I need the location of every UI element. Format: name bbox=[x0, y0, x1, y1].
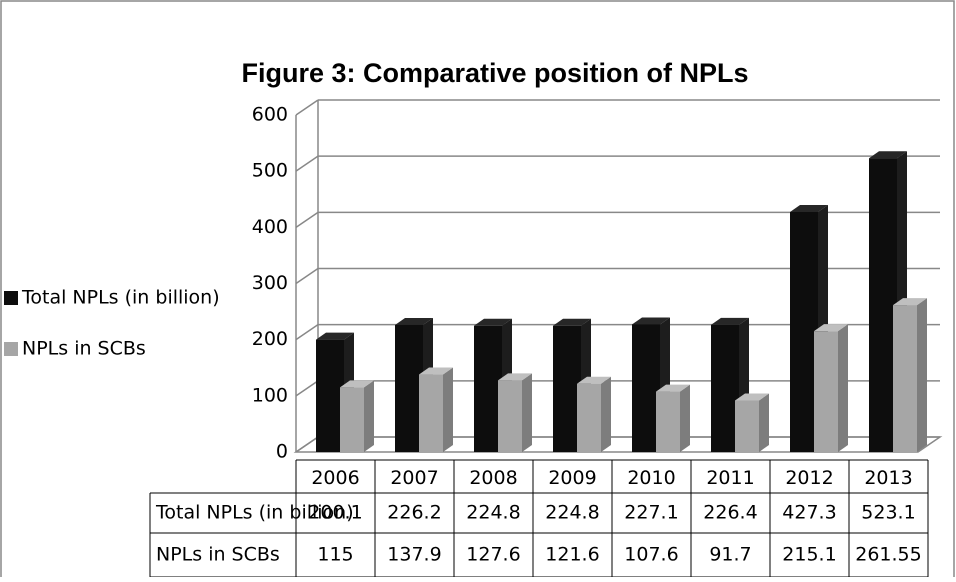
table-cell: 115 bbox=[317, 544, 353, 566]
bar-side bbox=[522, 373, 532, 452]
legend-swatch bbox=[4, 291, 18, 305]
grid-line-side bbox=[295, 211, 319, 228]
bar-top bbox=[577, 376, 611, 384]
bar-top bbox=[814, 324, 848, 332]
grid-line-side bbox=[295, 436, 319, 453]
y-tick-label: 600 bbox=[252, 104, 288, 126]
bar-side bbox=[443, 367, 453, 452]
x-tick-label: 2009 bbox=[548, 467, 596, 489]
bar-side bbox=[917, 298, 927, 452]
bar bbox=[474, 325, 502, 452]
table-cell: 215.1 bbox=[782, 544, 836, 566]
x-tick-label: 2011 bbox=[706, 467, 754, 489]
bar-top bbox=[711, 317, 749, 325]
bar bbox=[498, 380, 522, 452]
table-cell: 224.8 bbox=[466, 502, 520, 524]
bar bbox=[711, 324, 739, 452]
bar bbox=[419, 374, 443, 452]
bar bbox=[790, 211, 818, 452]
table-cell: 107.6 bbox=[624, 544, 678, 566]
bar-side bbox=[759, 393, 769, 452]
x-tick-label: 2012 bbox=[785, 467, 833, 489]
bar-top bbox=[419, 367, 453, 375]
grid-line-side bbox=[295, 267, 319, 285]
bar bbox=[340, 387, 364, 452]
x-tick-label: 2010 bbox=[627, 467, 675, 489]
grid-line-side bbox=[295, 324, 319, 341]
y-tick-label: 200 bbox=[252, 328, 288, 350]
chart-title: Figure 3: Comparative position of NPLs bbox=[241, 58, 748, 88]
table-cell: 127.6 bbox=[466, 544, 520, 566]
table-row-label: NPLs in SCBs bbox=[156, 544, 280, 566]
x-tick-label: 2006 bbox=[311, 467, 359, 489]
bar-top bbox=[316, 332, 354, 340]
grid-line-side bbox=[295, 380, 319, 397]
table-cell: 227.1 bbox=[624, 502, 678, 524]
bar-top bbox=[498, 373, 532, 381]
bar bbox=[735, 400, 759, 452]
bar bbox=[814, 331, 838, 452]
bar-top bbox=[395, 317, 433, 325]
table-row-label: Total NPLs (in billion) bbox=[155, 502, 354, 524]
table-cell: 121.6 bbox=[545, 544, 599, 566]
bar-side bbox=[364, 380, 374, 452]
x-tick-label: 2013 bbox=[864, 467, 912, 489]
y-tick-label: 500 bbox=[252, 160, 288, 182]
legend-swatch bbox=[4, 342, 18, 356]
bar-side bbox=[838, 324, 848, 452]
bar-top bbox=[340, 380, 374, 388]
y-tick-label: 300 bbox=[252, 272, 288, 294]
bar bbox=[395, 324, 423, 452]
grid-line-side bbox=[295, 99, 319, 116]
table-cell: 224.8 bbox=[545, 502, 599, 524]
bar-top bbox=[893, 298, 927, 306]
bar-top bbox=[656, 384, 690, 392]
y-tick-label: 100 bbox=[252, 384, 288, 406]
bar-top bbox=[474, 318, 512, 326]
y-tick-label: 0 bbox=[276, 441, 288, 463]
x-tick-label: 2008 bbox=[469, 467, 517, 489]
bar bbox=[553, 325, 581, 452]
bar bbox=[893, 305, 917, 452]
bar-side bbox=[601, 376, 611, 452]
bar-top bbox=[553, 318, 591, 326]
bar bbox=[316, 339, 344, 452]
y-tick-label: 400 bbox=[252, 216, 288, 238]
grid-line-side bbox=[295, 155, 319, 172]
bar bbox=[632, 324, 660, 452]
bar-side bbox=[680, 384, 690, 452]
table-cell: 137.9 bbox=[387, 544, 441, 566]
bar-top bbox=[869, 151, 907, 159]
legend-label: Total NPLs (in billion) bbox=[21, 287, 220, 309]
bar bbox=[656, 391, 680, 452]
bar bbox=[577, 383, 601, 452]
table-cell: 200.1 bbox=[308, 502, 362, 524]
table-cell: 226.2 bbox=[387, 502, 441, 524]
x-tick-label: 2007 bbox=[390, 467, 438, 489]
bar-top bbox=[632, 317, 670, 325]
table-cell: 226.4 bbox=[703, 502, 757, 524]
bar-top bbox=[735, 393, 769, 401]
bar bbox=[869, 158, 897, 452]
table-cell: 261.55 bbox=[855, 544, 921, 566]
table-cell: 91.7 bbox=[709, 544, 751, 566]
table-cell: 523.1 bbox=[861, 502, 915, 524]
bar-top bbox=[790, 204, 828, 212]
legend-label: NPLs in SCBs bbox=[22, 338, 146, 360]
table-cell: 427.3 bbox=[782, 502, 836, 524]
